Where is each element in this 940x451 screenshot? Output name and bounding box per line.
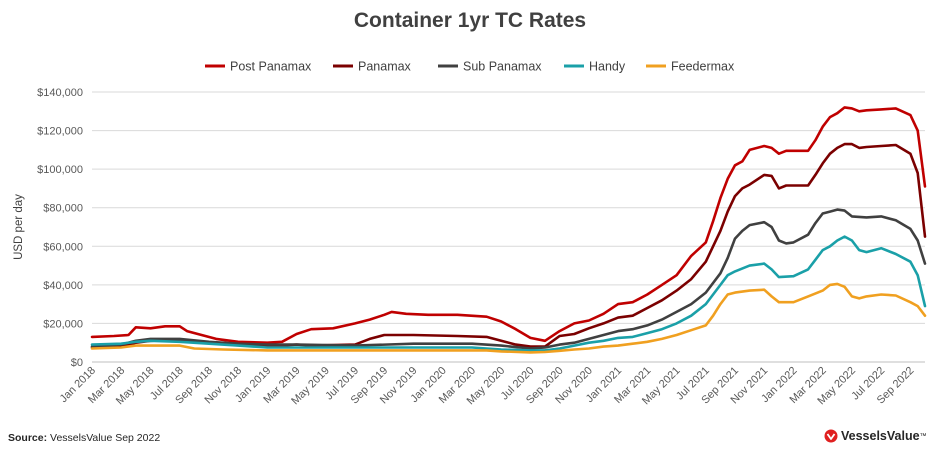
series-lines [90, 106, 927, 354]
legend-label: Feedermax [671, 60, 735, 74]
legend-label: Panamax [358, 60, 412, 74]
y-tick-label: $80,000 [43, 203, 83, 215]
y-tick-label: $40,000 [43, 280, 83, 292]
source-note: Source: VesselsValue Sep 2022 [8, 432, 160, 444]
series-line-post-panamax [90, 106, 927, 344]
y-tick-label: $120,000 [37, 126, 83, 138]
series-line-feedermax [90, 282, 927, 354]
source-text: VesselsValue Sep 2022 [50, 432, 161, 444]
legend-label: Sub Panamax [463, 60, 542, 74]
legend-label: Handy [589, 60, 626, 74]
legend: Post Panamax Panamax Sub Panamax Handy Feede… [205, 60, 735, 74]
y-tick-label: $100,000 [37, 164, 83, 176]
gridlines [92, 91, 925, 324]
y-tick-label: $20,000 [43, 318, 83, 330]
brand-trademark: ™ [919, 432, 927, 440]
legend-label: Post Panamax [230, 60, 312, 74]
y-axis-ticks: $0 $20,000 $40,000 $60,000 $80,000 $100,000 $1… [37, 87, 83, 369]
series-line-sub-panamax [90, 208, 927, 350]
source-prefix: Source: [8, 432, 48, 444]
series-line-handy [90, 235, 927, 352]
chart-title: Container 1yr TC Rates [354, 9, 586, 32]
brand-name: VesselsValue [841, 429, 920, 443]
y-axis-label: USD per day [13, 194, 25, 260]
vesselsvalue-logo-icon [824, 429, 838, 443]
y-tick-label: $140,000 [37, 87, 83, 99]
y-tick-label: $0 [71, 357, 83, 369]
brand-logo: VesselsValue ™ [824, 429, 927, 443]
y-tick-label: $60,000 [43, 241, 83, 253]
